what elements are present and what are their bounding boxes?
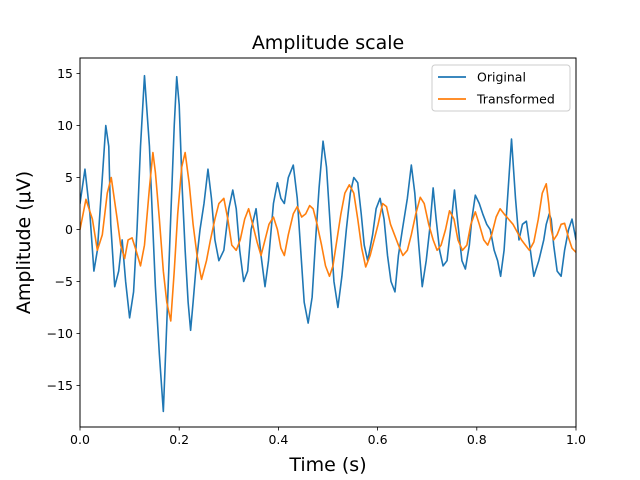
series-line-transformed (80, 151, 576, 322)
x-axis: 0.0 0.2 0.4 0.6 0.8 1.0 (70, 427, 586, 447)
x-axis-title: Time (s) (288, 454, 366, 476)
y-tick-label: −15 (47, 378, 73, 393)
y-tick-label: −5 (55, 274, 73, 289)
legend-label-transformed: Transformed (476, 92, 555, 107)
x-tick-label: 0.6 (368, 432, 388, 447)
x-tick-label: 0.2 (169, 432, 189, 447)
x-tick-label: 1.0 (566, 432, 586, 447)
y-tick-label: 5 (65, 170, 73, 185)
x-tick-label: 0.0 (70, 432, 90, 447)
x-tick-label: 0.4 (268, 432, 288, 447)
plot-area (80, 74, 576, 413)
y-axis: −15 −10 −5 0 5 10 15 (47, 66, 80, 393)
legend-label-original: Original (477, 70, 526, 85)
y-axis-title: Amplitude (μV) (13, 171, 35, 314)
legend-box (431, 64, 571, 112)
chart-title: Amplitude scale (252, 32, 404, 54)
y-tick-label: 0 (65, 222, 73, 237)
legend: Original Transformed (431, 64, 571, 112)
series-line-original (80, 74, 576, 413)
y-tick-label: 15 (57, 66, 73, 81)
y-tick-label: −10 (47, 326, 73, 341)
x-tick-label: 0.8 (467, 432, 487, 447)
axes-frame (79, 57, 577, 428)
y-tick-label: 10 (57, 118, 73, 133)
